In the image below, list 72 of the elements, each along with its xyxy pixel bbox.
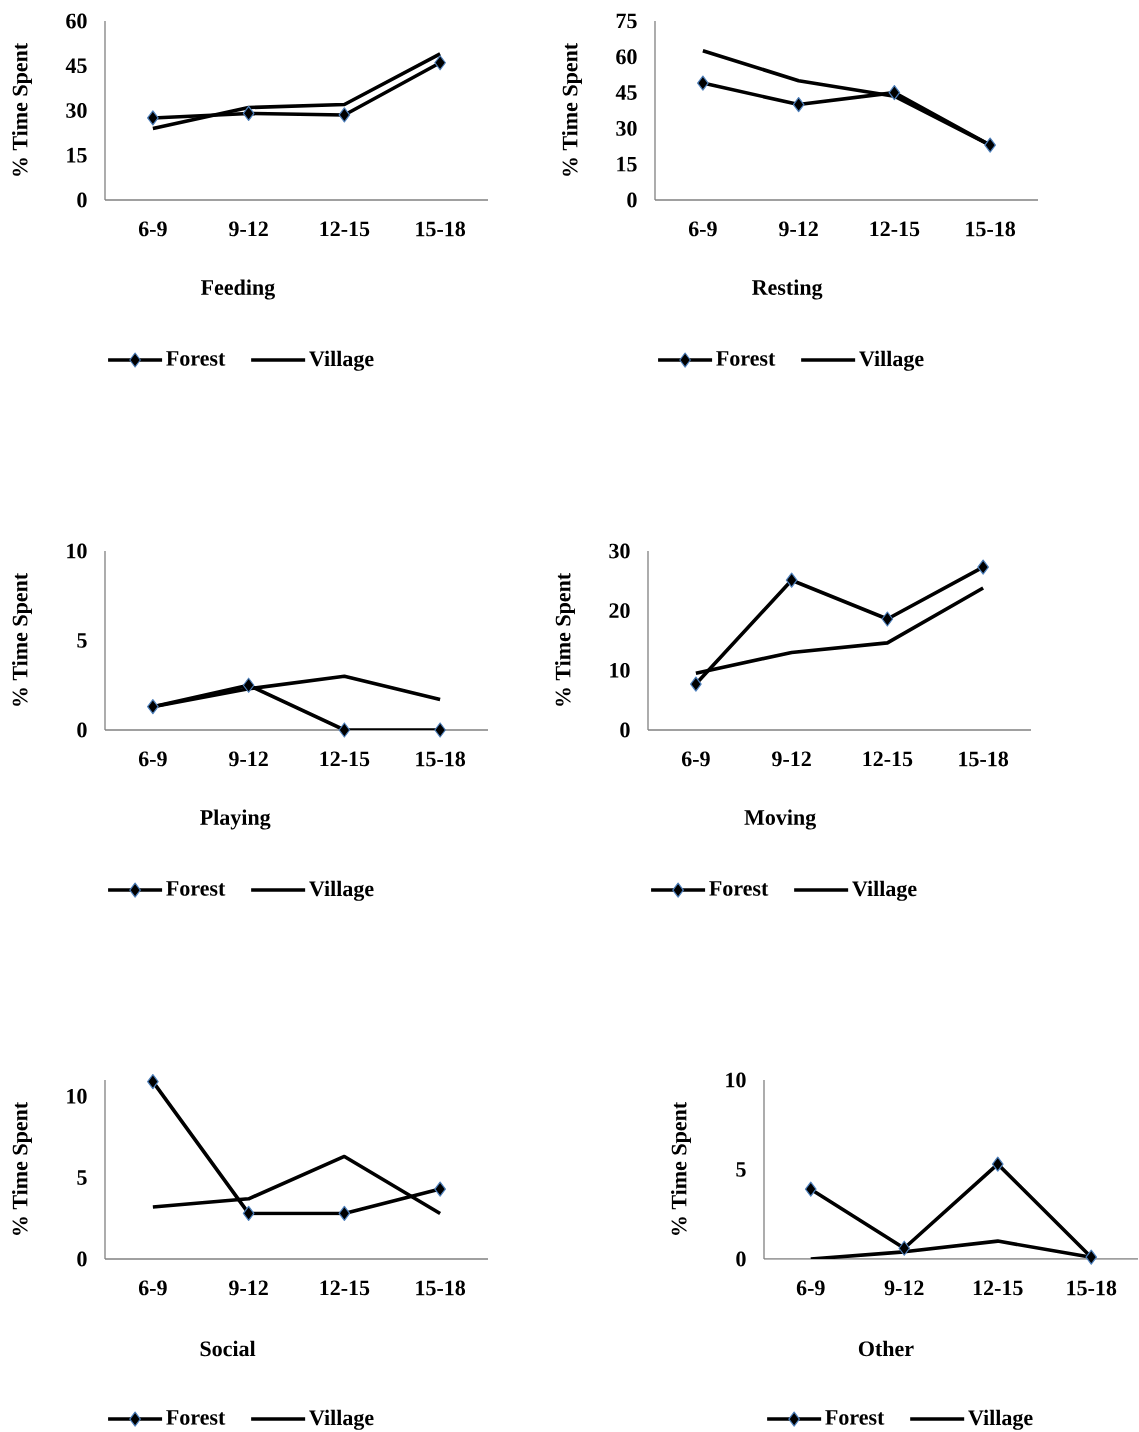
legend-label: Forest: [825, 1410, 885, 1425]
x-tick-label: 6-9: [138, 751, 167, 767]
legend-label: Village: [859, 350, 924, 371]
x-tick-label: 15-18: [416, 221, 466, 237]
legend-label: Village: [852, 880, 917, 901]
y-tick-label: 30: [609, 543, 630, 559]
y-tick-label: 5: [77, 633, 87, 648]
y-tick-label: 10: [610, 662, 630, 678]
y-tick-label: 45: [615, 85, 637, 100]
x-tick-label: 12-15: [320, 751, 370, 767]
x-tick-label: 6-9: [138, 1280, 167, 1296]
x-tick-label: 12-15: [870, 221, 920, 237]
x-tick-label: 6-9: [681, 751, 710, 767]
x-tick-label: 9-12: [229, 751, 268, 767]
x-axis-title: Other: [858, 1340, 914, 1357]
x-axis-title: Playing: [200, 809, 271, 830]
x-tick-label: 9-12: [229, 221, 268, 237]
y-tick-label: 0: [627, 192, 637, 208]
y-tick-label: 15: [617, 156, 637, 172]
x-tick-label: 15-18: [416, 1280, 466, 1296]
y-tick-label: 5: [77, 1170, 87, 1185]
legend-label: Forest: [166, 351, 226, 366]
y-tick-label: 10: [726, 1072, 746, 1088]
y-tick-label: 45: [65, 58, 87, 74]
y-tick-label: 60: [66, 13, 87, 29]
legend-label: Village: [968, 1409, 1033, 1430]
y-tick-label: 75: [616, 13, 637, 29]
x-tick-label: 6-9: [138, 221, 167, 237]
y-tick-label: 30: [616, 120, 637, 136]
x-tick-label: 12-15: [320, 1280, 370, 1296]
y-axis-title: % Time Spent: [12, 1101, 32, 1235]
y-tick-label: 0: [77, 1251, 87, 1267]
legend-label: Forest: [166, 1410, 226, 1425]
x-tick-label: 15-18: [416, 751, 466, 767]
legend-label: Village: [309, 1409, 374, 1430]
x-tick-label: 12-15: [973, 1280, 1023, 1296]
y-axis-title: % Time Spent: [12, 572, 32, 706]
y-tick-label: 5: [736, 1162, 746, 1177]
x-tick-label: 9-12: [779, 221, 818, 237]
x-axis-title: Social: [200, 1340, 256, 1357]
x-tick-label: 6-9: [796, 1280, 825, 1296]
x-tick-label: 6-9: [688, 221, 717, 237]
y-axis-title: % Time Spent: [555, 572, 575, 706]
y-tick-label: 10: [67, 1088, 87, 1104]
y-tick-label: 0: [736, 1251, 746, 1267]
x-tick-label: 15-18: [966, 221, 1016, 237]
y-axis-title: % Time Spent: [671, 1101, 691, 1235]
x-tick-label: 15-18: [1067, 1280, 1117, 1296]
legend-label: Forest: [166, 881, 226, 896]
x-axis-title: Moving: [744, 809, 816, 830]
y-tick-label: 60: [616, 49, 637, 65]
y-axis-title: % Time Spent: [562, 42, 582, 176]
y-tick-label: 30: [66, 103, 87, 118]
y-tick-label: 10: [67, 543, 87, 559]
x-axis-title: Resting: [752, 279, 823, 300]
y-tick-label: 0: [620, 722, 630, 738]
y-tick-label: 20: [609, 603, 630, 619]
x-tick-label: 9-12: [772, 751, 811, 767]
y-tick-label: 0: [77, 722, 87, 738]
legend-label: Forest: [716, 351, 776, 366]
legend-label: Village: [309, 880, 374, 901]
x-tick-label: 12-15: [320, 221, 370, 237]
x-tick-label: 15-18: [959, 751, 1009, 767]
x-tick-label: 9-12: [229, 1280, 268, 1296]
legend-label: Village: [309, 350, 374, 371]
legend-label: Forest: [709, 881, 769, 896]
x-axis-title: Feeding: [201, 279, 275, 300]
x-tick-label: 12-15: [863, 751, 913, 767]
x-tick-label: 9-12: [884, 1280, 924, 1296]
y-axis-title: % Time Spent: [12, 42, 32, 176]
y-tick-label: 0: [77, 192, 87, 208]
y-tick-label: 15: [67, 147, 87, 163]
